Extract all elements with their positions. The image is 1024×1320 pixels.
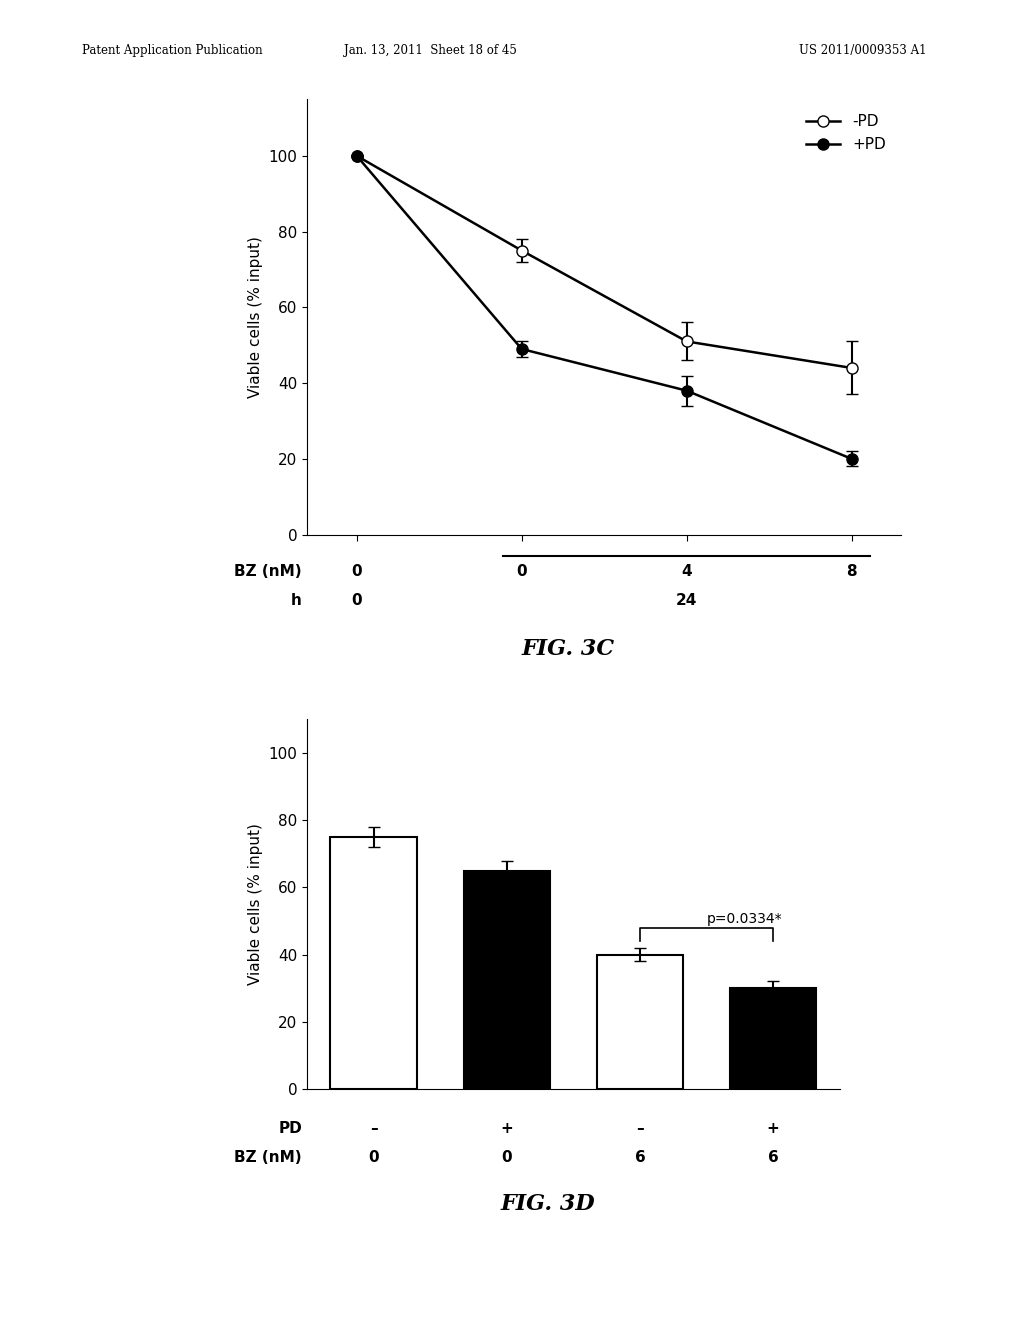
Text: 24: 24 [676, 593, 697, 609]
Bar [331, 837, 417, 1089]
Text: Jan. 13, 2011  Sheet 18 of 45: Jan. 13, 2011 Sheet 18 of 45 [344, 44, 516, 57]
Text: p=0.0334*: p=0.0334* [707, 912, 782, 927]
Text: FIG. 3C: FIG. 3C [522, 639, 614, 660]
Bar [730, 989, 816, 1089]
Text: PD: PD [279, 1121, 302, 1137]
Text: 4: 4 [681, 564, 692, 579]
Text: –: – [370, 1121, 378, 1137]
Y-axis label: Viable cells (% input): Viable cells (% input) [248, 236, 263, 397]
Text: 0: 0 [516, 564, 527, 579]
Legend: -PD, +PD: -PD, +PD [799, 107, 894, 160]
Bar [464, 871, 550, 1089]
Text: FIG. 3D: FIG. 3D [501, 1193, 595, 1214]
Text: 8: 8 [846, 564, 857, 579]
Text: US 2011/0009353 A1: US 2011/0009353 A1 [799, 44, 927, 57]
Text: 0: 0 [351, 564, 362, 579]
Bar [597, 954, 683, 1089]
Text: h: h [291, 593, 302, 609]
Text: 0: 0 [351, 593, 362, 609]
Text: –: – [636, 1121, 644, 1137]
Text: 6: 6 [635, 1150, 645, 1166]
Text: Patent Application Publication: Patent Application Publication [82, 44, 262, 57]
Text: +: + [767, 1121, 779, 1137]
Text: BZ (nM): BZ (nM) [234, 1150, 302, 1166]
Text: 0: 0 [502, 1150, 512, 1166]
Text: +: + [501, 1121, 513, 1137]
Y-axis label: Viable cells (% input): Viable cells (% input) [248, 824, 263, 985]
Text: 6: 6 [768, 1150, 778, 1166]
Text: BZ (nM): BZ (nM) [234, 564, 302, 579]
Text: 0: 0 [369, 1150, 379, 1166]
